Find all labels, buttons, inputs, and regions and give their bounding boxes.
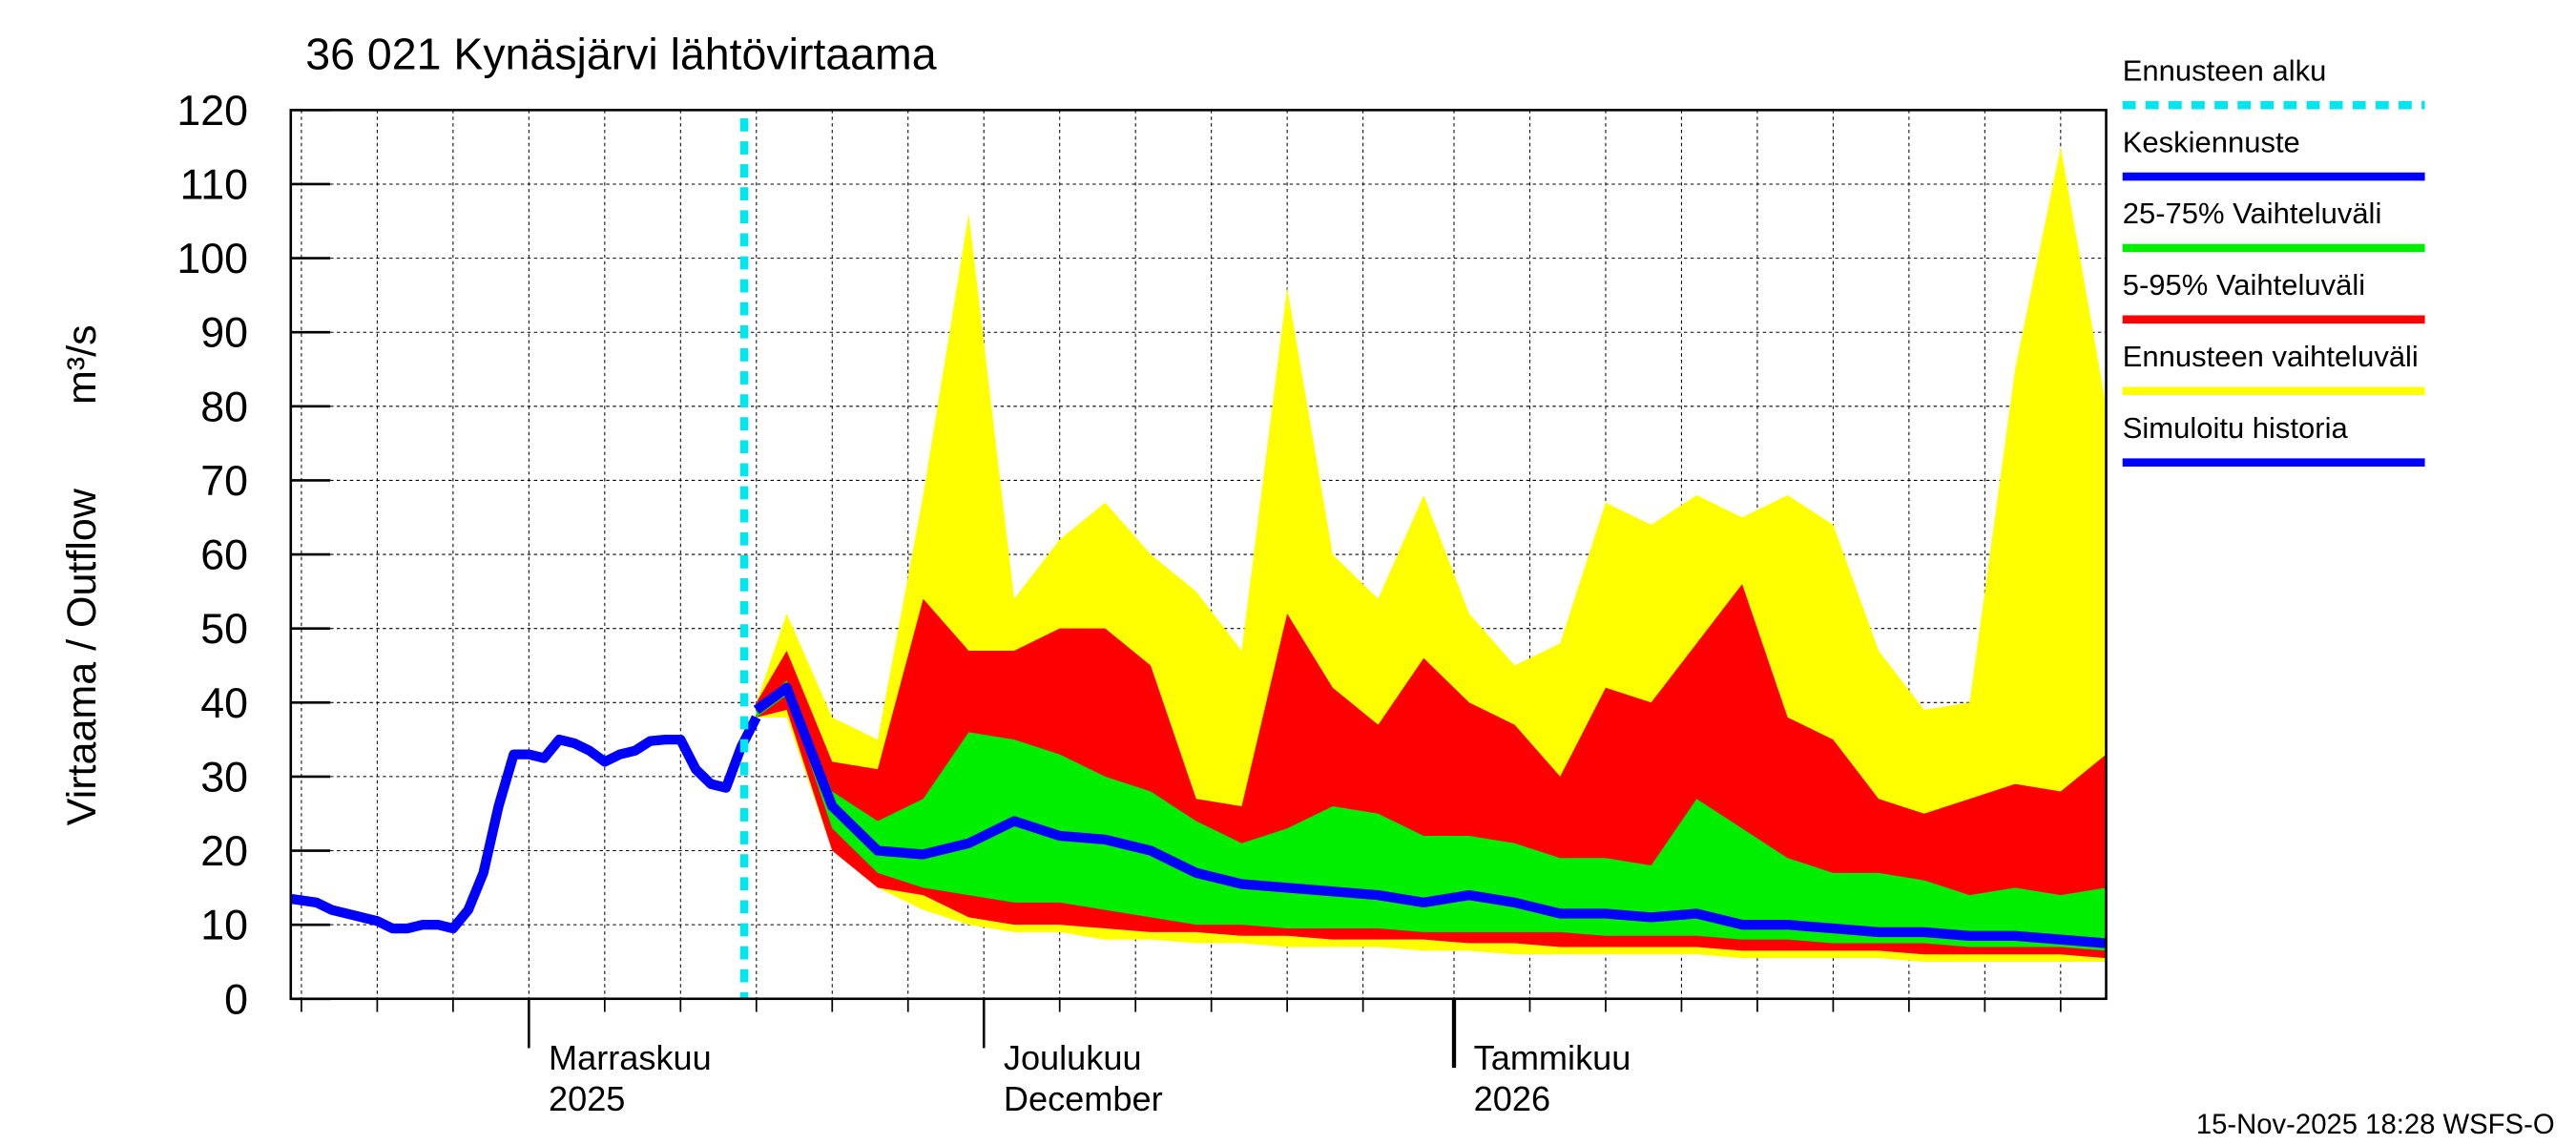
legend-label: Keskiennuste xyxy=(2123,125,2300,158)
y-tick-label: 20 xyxy=(200,827,248,875)
y-tick-label: 40 xyxy=(200,679,248,727)
chart-title: 36 021 Kynäsjärvi lähtövirtaama xyxy=(305,29,936,78)
legend-label: 25-75% Vaihteluväli xyxy=(2123,197,2382,230)
y-tick-label: 60 xyxy=(200,531,248,579)
legend-label: Simuloitu historia xyxy=(2123,411,2349,445)
y-tick-label: 120 xyxy=(177,87,248,135)
series-line xyxy=(753,682,2107,948)
series-line xyxy=(290,715,761,934)
y-tick-label: 80 xyxy=(200,383,248,430)
legend-label: Ennusteen alku xyxy=(2123,53,2327,87)
x-tick-sublabel: 2026 xyxy=(1474,1079,1550,1118)
x-tick-label: Joulukuu xyxy=(1004,1038,1142,1077)
x-tick-label: Marraskuu xyxy=(549,1038,712,1077)
y-tick-label: 100 xyxy=(177,235,248,282)
x-tick-label: Tammikuu xyxy=(1474,1038,1631,1077)
plot-frame xyxy=(289,109,2108,1001)
legend-label: 5-95% Vaihteluväli xyxy=(2123,268,2365,302)
y-tick-label: 90 xyxy=(200,309,248,357)
footer: 15-Nov-2025 18:28 WSFS-O xyxy=(2196,1110,2555,1140)
y-tick-label: 70 xyxy=(200,457,248,505)
y-axis-label: Virtaama / Outflow xyxy=(59,488,105,825)
y-tick-label: 50 xyxy=(200,605,248,653)
x-tick-sublabel: December xyxy=(1004,1079,1163,1118)
y-tick-label: 30 xyxy=(200,753,248,801)
range-band xyxy=(756,680,2107,951)
legend-label: Ennusteen vaihteluväli xyxy=(2123,340,2419,373)
y-tick-label: 0 xyxy=(224,975,248,1023)
x-tick-sublabel: 2025 xyxy=(549,1079,625,1118)
y-tick-label: 110 xyxy=(180,160,248,208)
y-tick-label: 10 xyxy=(200,902,248,949)
y-axis-unit: m³/s xyxy=(59,324,105,405)
